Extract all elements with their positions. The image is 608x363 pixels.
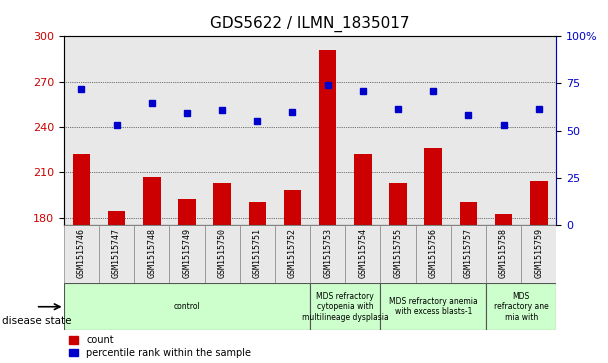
FancyBboxPatch shape: [170, 225, 204, 283]
Text: GSM1515759: GSM1515759: [534, 228, 543, 278]
Bar: [495, 215, 513, 225]
Bar: [213, 183, 231, 225]
Text: disease state: disease state: [2, 316, 71, 326]
FancyBboxPatch shape: [240, 225, 275, 283]
Text: MDS refractory anemia
with excess blasts-1: MDS refractory anemia with excess blasts…: [389, 297, 477, 317]
Bar: [249, 203, 266, 225]
FancyBboxPatch shape: [64, 283, 310, 330]
Bar: [108, 212, 125, 225]
Text: GSM1515752: GSM1515752: [288, 228, 297, 278]
Bar: [319, 50, 336, 225]
Title: GDS5622 / ILMN_1835017: GDS5622 / ILMN_1835017: [210, 16, 410, 32]
Text: GSM1515751: GSM1515751: [253, 228, 262, 278]
Text: GSM1515756: GSM1515756: [429, 228, 438, 278]
Text: MDS refractory
cytopenia with
multilineage dysplasia: MDS refractory cytopenia with multilinea…: [302, 292, 389, 322]
FancyBboxPatch shape: [486, 283, 556, 330]
FancyBboxPatch shape: [416, 225, 451, 283]
FancyBboxPatch shape: [64, 225, 99, 283]
Legend: count, percentile rank within the sample: count, percentile rank within the sample: [69, 335, 251, 358]
FancyBboxPatch shape: [310, 225, 345, 283]
FancyBboxPatch shape: [381, 283, 486, 330]
FancyBboxPatch shape: [275, 225, 310, 283]
Text: GSM1515747: GSM1515747: [112, 228, 121, 278]
Text: GSM1515748: GSM1515748: [147, 228, 156, 278]
Text: GSM1515753: GSM1515753: [323, 228, 332, 278]
FancyBboxPatch shape: [451, 225, 486, 283]
FancyBboxPatch shape: [99, 225, 134, 283]
Text: GSM1515750: GSM1515750: [218, 228, 227, 278]
Bar: [178, 199, 196, 225]
FancyBboxPatch shape: [345, 225, 381, 283]
Bar: [389, 183, 407, 225]
FancyBboxPatch shape: [381, 225, 416, 283]
FancyBboxPatch shape: [521, 225, 556, 283]
FancyBboxPatch shape: [134, 225, 170, 283]
Bar: [284, 190, 302, 225]
Bar: [354, 154, 371, 225]
FancyBboxPatch shape: [486, 225, 521, 283]
Bar: [530, 181, 548, 225]
Text: GSM1515758: GSM1515758: [499, 228, 508, 278]
Bar: [143, 177, 161, 225]
Text: GSM1515749: GSM1515749: [182, 228, 192, 278]
Text: MDS
refractory ane
mia with: MDS refractory ane mia with: [494, 292, 548, 322]
Bar: [424, 148, 442, 225]
FancyBboxPatch shape: [204, 225, 240, 283]
Text: GSM1515755: GSM1515755: [393, 228, 402, 278]
Text: GSM1515746: GSM1515746: [77, 228, 86, 278]
Text: control: control: [174, 302, 200, 311]
Bar: [460, 203, 477, 225]
Text: GSM1515757: GSM1515757: [464, 228, 473, 278]
FancyBboxPatch shape: [310, 283, 381, 330]
Text: GSM1515754: GSM1515754: [358, 228, 367, 278]
Bar: [72, 154, 90, 225]
